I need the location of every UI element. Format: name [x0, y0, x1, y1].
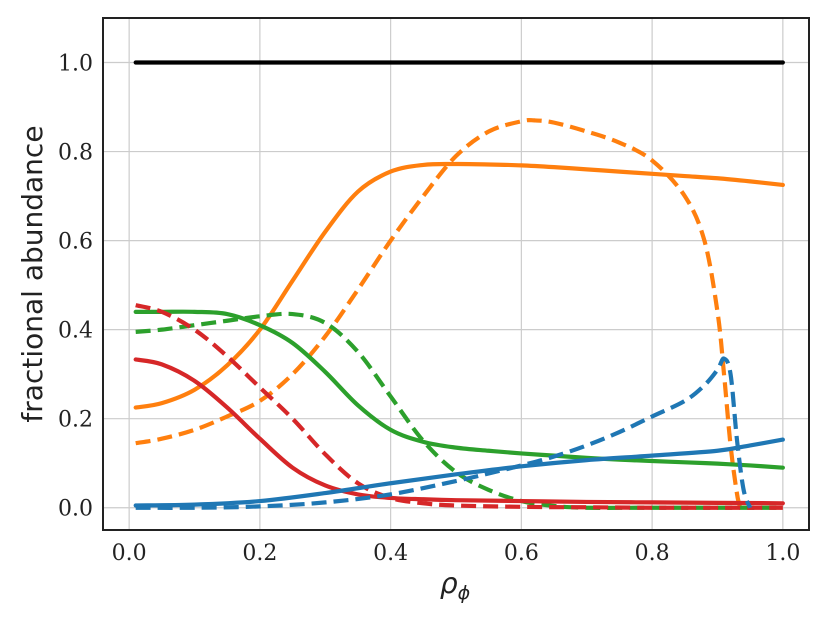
x-axis-label-subscript: ϕ [458, 582, 471, 604]
x-axis-label-main: ρ [440, 567, 458, 600]
x-axis-label: ρϕ [440, 567, 470, 604]
series-line-8 [135, 356, 753, 510]
y-tick-label: 0.4 [58, 319, 93, 344]
series-line-6 [135, 303, 783, 510]
y-tick-labels: 0.0 0.2 0.4 0.6 0.8 1.0 [58, 52, 93, 522]
y-tick-label: 0.8 [58, 141, 93, 166]
y-tick-label: 0.0 [58, 497, 93, 522]
series-line-3 [133, 309, 785, 470]
x-tick-labels: 0.0 0.2 0.4 0.6 0.8 1.0 [112, 541, 801, 566]
y-tick-label: 0.6 [58, 230, 93, 255]
series-line-1 [133, 161, 785, 410]
plot-frame [102, 17, 810, 531]
x-tick-label: 0.6 [504, 541, 539, 566]
y-axis-label: fractional abundance [16, 125, 49, 422]
y-tick-label: 1.0 [58, 52, 93, 77]
x-tick-label: 0.0 [112, 541, 147, 566]
x-tick-label: 0.4 [373, 541, 408, 566]
x-tick-label: 0.2 [242, 541, 277, 566]
x-tick-label: 1.0 [765, 541, 800, 566]
series-line-7 [133, 437, 785, 508]
x-tick-label: 0.8 [635, 541, 670, 566]
y-tick-label: 0.2 [58, 408, 93, 433]
series-layer [133, 60, 785, 510]
series-line-5 [133, 357, 785, 506]
